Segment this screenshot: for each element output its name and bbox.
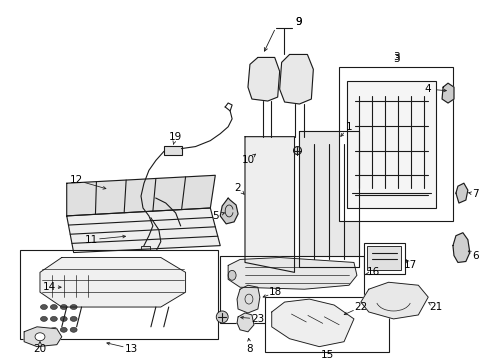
Text: 22: 22 xyxy=(353,302,367,312)
Ellipse shape xyxy=(35,333,45,341)
Text: 15: 15 xyxy=(320,350,333,360)
Polygon shape xyxy=(228,257,356,289)
Text: 5: 5 xyxy=(211,211,218,221)
Text: 19: 19 xyxy=(169,132,182,142)
Text: 8: 8 xyxy=(246,343,253,354)
Text: 23: 23 xyxy=(251,314,264,324)
Polygon shape xyxy=(24,327,61,347)
Bar xyxy=(264,297,388,352)
Text: 10: 10 xyxy=(241,156,254,166)
Text: 18: 18 xyxy=(268,287,282,297)
Polygon shape xyxy=(244,137,294,273)
Bar xyxy=(366,246,401,270)
Text: 13: 13 xyxy=(124,343,138,354)
Polygon shape xyxy=(237,285,259,313)
Ellipse shape xyxy=(70,327,77,332)
Bar xyxy=(338,67,452,221)
Text: 1: 1 xyxy=(345,122,351,132)
Text: 12: 12 xyxy=(70,175,83,185)
Polygon shape xyxy=(452,233,469,262)
Polygon shape xyxy=(237,313,253,332)
Text: 9: 9 xyxy=(295,17,301,27)
Ellipse shape xyxy=(41,327,47,332)
Ellipse shape xyxy=(293,147,301,154)
Polygon shape xyxy=(299,131,358,267)
Ellipse shape xyxy=(216,311,228,323)
Ellipse shape xyxy=(41,305,47,310)
Polygon shape xyxy=(66,175,215,216)
Text: 4: 4 xyxy=(424,84,430,94)
Bar xyxy=(346,81,435,208)
Text: 16: 16 xyxy=(366,267,380,277)
Ellipse shape xyxy=(41,316,47,321)
Polygon shape xyxy=(66,208,220,253)
Ellipse shape xyxy=(50,316,57,321)
Bar xyxy=(220,256,363,323)
Bar xyxy=(20,249,218,339)
Text: 11: 11 xyxy=(85,235,98,245)
Polygon shape xyxy=(441,83,453,103)
Polygon shape xyxy=(279,54,313,104)
Ellipse shape xyxy=(60,327,67,332)
Polygon shape xyxy=(40,257,185,307)
Polygon shape xyxy=(360,282,427,319)
Text: 6: 6 xyxy=(471,251,478,261)
Text: 3: 3 xyxy=(392,54,399,64)
Text: 2: 2 xyxy=(234,183,241,193)
Polygon shape xyxy=(271,299,353,347)
Polygon shape xyxy=(247,58,279,101)
Ellipse shape xyxy=(70,316,77,321)
Polygon shape xyxy=(220,198,238,224)
Polygon shape xyxy=(455,183,467,203)
Text: 21: 21 xyxy=(428,302,442,312)
Bar xyxy=(141,246,150,255)
Bar xyxy=(363,243,405,274)
Bar xyxy=(163,145,181,156)
Ellipse shape xyxy=(60,316,67,321)
Ellipse shape xyxy=(228,270,236,280)
Ellipse shape xyxy=(50,327,57,332)
Text: 9: 9 xyxy=(295,17,301,27)
Text: 3: 3 xyxy=(392,53,399,62)
Ellipse shape xyxy=(70,305,77,310)
Text: 7: 7 xyxy=(471,189,478,199)
Text: 17: 17 xyxy=(403,260,416,270)
Ellipse shape xyxy=(50,305,57,310)
Text: 20: 20 xyxy=(33,343,46,354)
Text: 14: 14 xyxy=(43,282,57,292)
Ellipse shape xyxy=(60,305,67,310)
